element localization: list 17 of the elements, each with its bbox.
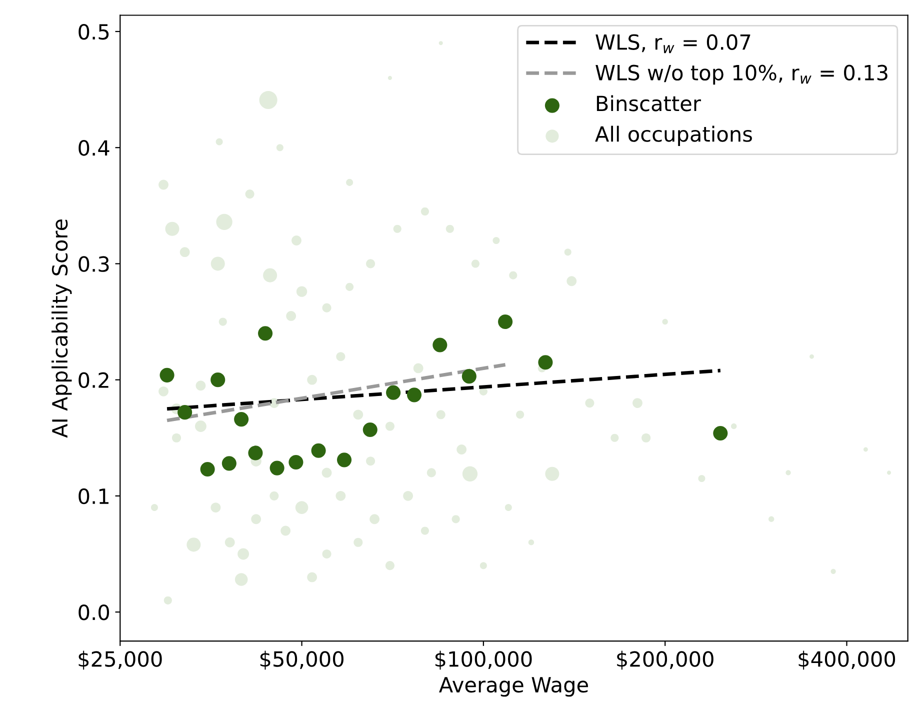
legend-label: WLS w/o top 10%, r$_{w}$ = 0.13: [596, 64, 888, 85]
y-tick-label: 0.2: [78, 372, 108, 388]
y-tick-label: 0.4: [78, 140, 110, 156]
y-axis-title: AI Applicability Score: [52, 219, 72, 438]
x-axis-title: Average Wage: [439, 677, 588, 697]
y-tick-label: 0.3: [78, 256, 109, 272]
legend-label: Binscatter: [596, 95, 701, 112]
x-tick-label: $200,000: [617, 650, 714, 670]
x-tick-label: $100,000: [435, 650, 532, 670]
x-tick-label: $25,000: [78, 650, 162, 670]
y-tick-label: 0.5: [78, 24, 109, 40]
y-tick-label: 0.1: [78, 488, 108, 504]
x-tick-label: $400,000: [798, 650, 896, 670]
y-tick-label: 0.0: [78, 604, 110, 620]
legend-label: All occupations: [595, 126, 752, 146]
x-tick-label: $50,000: [260, 650, 344, 670]
legend-label: WLS, r$_{w}$ = 0.07: [596, 34, 750, 54]
